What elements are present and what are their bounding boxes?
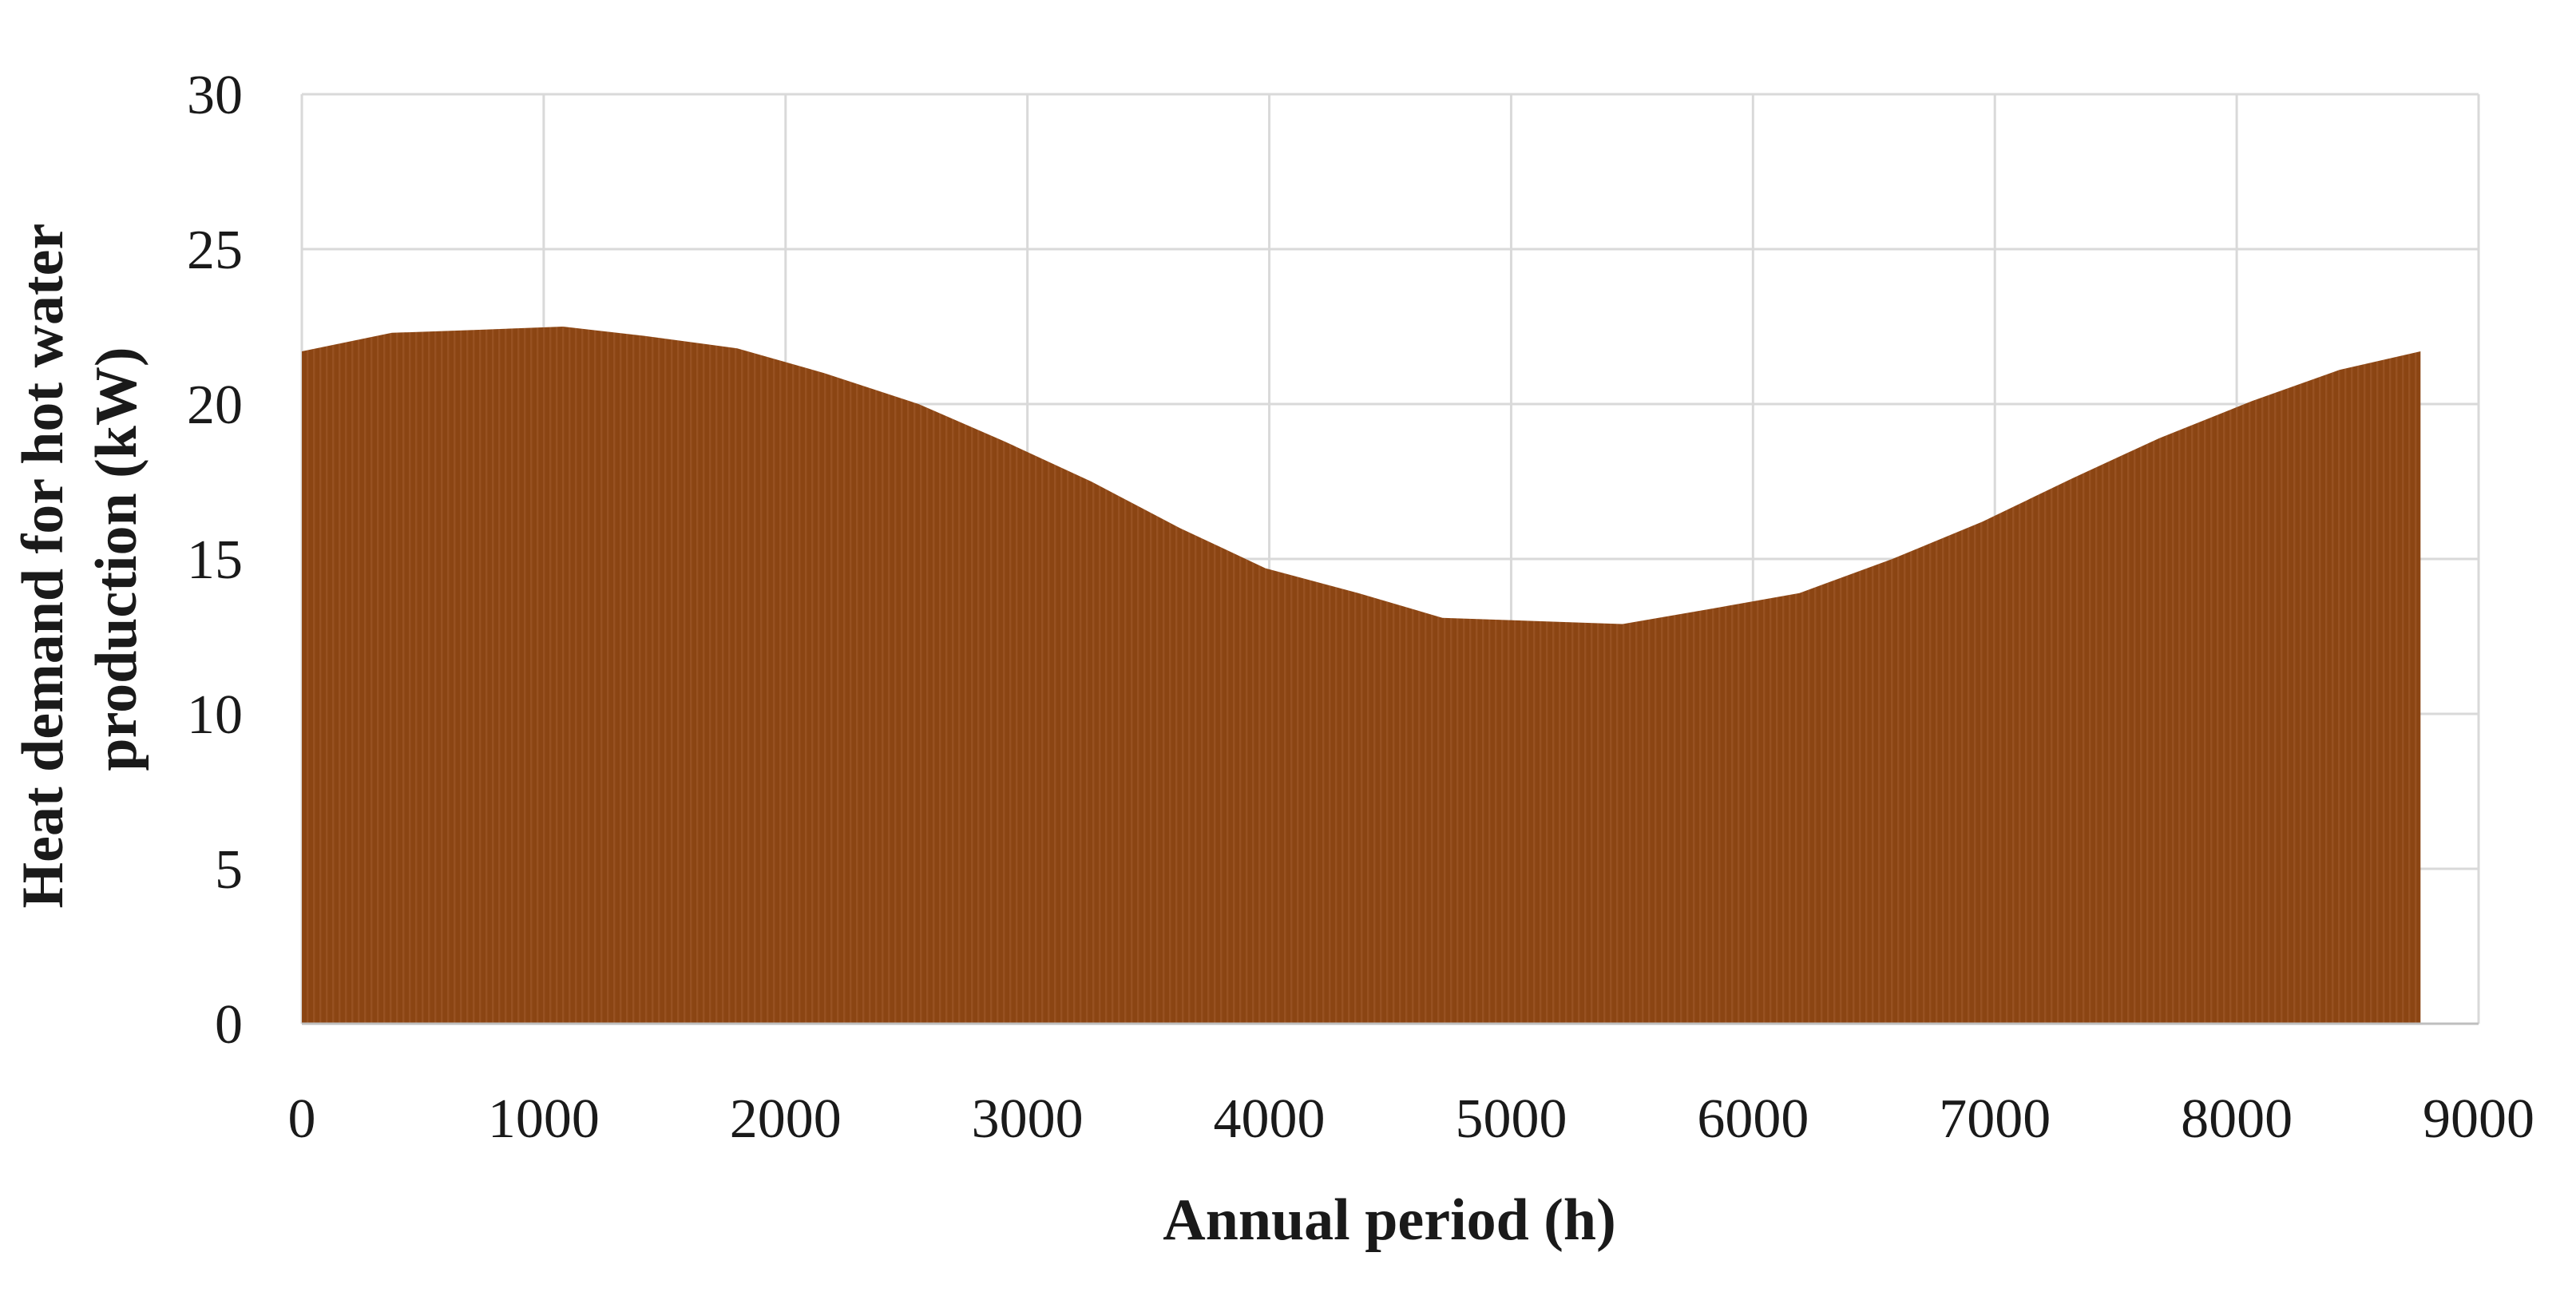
y-tick-label-10: 10 (187, 684, 243, 746)
y-tick-label-15: 15 (187, 529, 243, 591)
x-tick-label-9000: 9000 (2423, 1088, 2534, 1150)
x-tick-label-3000: 3000 (972, 1088, 1084, 1150)
y-tick-label-25: 25 (187, 220, 243, 281)
x-tick-label-1000: 1000 (488, 1088, 600, 1150)
x-tick-label-0: 0 (288, 1088, 316, 1150)
x-tick-label-8000: 8000 (2181, 1088, 2293, 1150)
y-tick-label-5: 5 (215, 839, 243, 901)
y-tick-label-20: 20 (187, 375, 243, 436)
x-tick-label-4000: 4000 (1214, 1088, 1326, 1150)
x-tick-label-7000: 7000 (1939, 1088, 2051, 1150)
x-tick-label-2000: 2000 (730, 1088, 842, 1150)
x-tick-label-6000: 6000 (1697, 1088, 1809, 1150)
area-series-0 (302, 327, 2421, 1024)
area-layer (302, 327, 2421, 1024)
y-tick-label-30: 30 (187, 65, 243, 126)
y-axis-title: Heat demand for hot water production (kW… (10, 210, 149, 909)
x-axis-title: Annual period (h) (1163, 1187, 1615, 1253)
y-tick-label-0: 0 (215, 994, 243, 1056)
x-tick-label-5000: 5000 (1455, 1088, 1567, 1150)
y-axis-ticks: 0 5 10 15 20 25 30 (187, 65, 243, 1056)
x-axis-ticks: 0 1000 2000 3000 4000 5000 6000 7000 8000 9000 (288, 1088, 2535, 1150)
y-axis-title-line-1: Heat demand for hot water (10, 224, 76, 909)
y-axis-title-line-2: production (kW) (84, 347, 149, 771)
